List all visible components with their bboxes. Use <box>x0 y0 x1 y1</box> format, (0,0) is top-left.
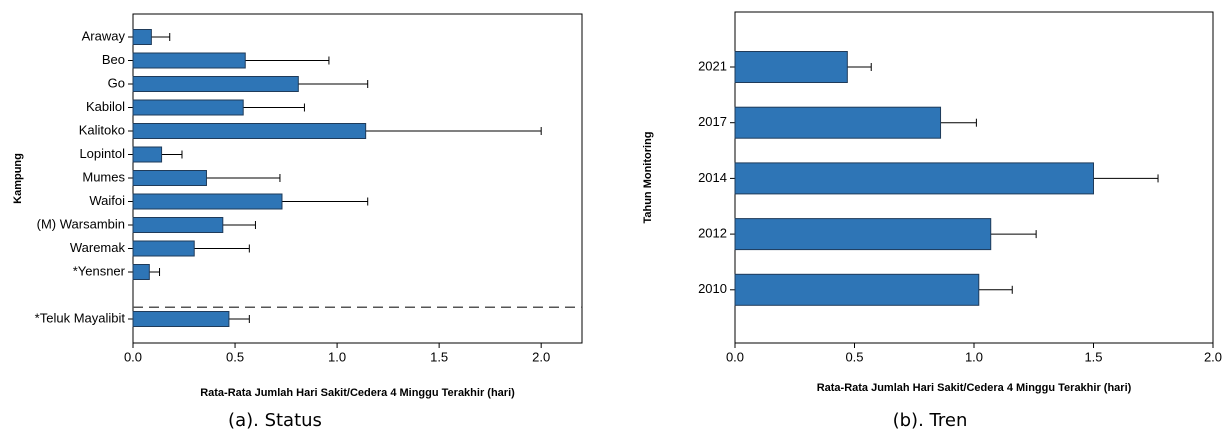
bar <box>132 311 230 327</box>
bar <box>132 193 283 210</box>
y-tick-label: 2021 <box>698 58 727 73</box>
bar <box>734 162 1094 195</box>
x-tick-label: 2.0 <box>1204 349 1222 364</box>
y-tick-label: Mumes <box>82 169 125 184</box>
y-tick-label: 2010 <box>698 281 727 296</box>
x-tick-label: 0.5 <box>845 349 863 364</box>
caption: (a). Status <box>228 410 322 431</box>
bar <box>132 123 367 139</box>
bar <box>734 106 942 139</box>
x-tick-label: 1.5 <box>1084 349 1102 364</box>
y-tick-label: 2014 <box>698 170 727 185</box>
y-tick-label: (M) Warsambin <box>37 216 125 231</box>
x-axis-label: Rata-Rata Jumlah Hari Sakit/Cedera 4 Min… <box>817 382 1132 394</box>
x-tick-label: 1.0 <box>328 349 346 364</box>
y-tick-label: Waremak <box>70 240 126 255</box>
x-tick-label: 0.0 <box>124 349 142 364</box>
x-tick-label: 2.0 <box>532 349 550 364</box>
bar <box>734 273 980 306</box>
bar <box>132 76 299 92</box>
bar <box>734 51 848 83</box>
bar <box>132 264 150 280</box>
y-tick-label: Araway <box>82 28 126 43</box>
y-tick-label: *Yensner <box>73 263 126 278</box>
y-tick-label: Waifoi <box>89 193 125 208</box>
bar <box>132 52 246 69</box>
bar <box>132 29 152 45</box>
y-tick-label: Kabilol <box>86 99 125 114</box>
x-tick-label: 1.5 <box>430 349 448 364</box>
bar <box>132 170 207 186</box>
bar <box>132 217 224 233</box>
y-tick-label: Lopintol <box>79 146 125 161</box>
y-tick-label: Beo <box>102 52 125 67</box>
x-axis-label: Rata-Rata Jumlah Hari Sakit/Cedera 4 Min… <box>200 387 515 399</box>
x-tick-label: 0.5 <box>226 349 244 364</box>
y-axis-label: Kampung <box>12 153 24 204</box>
bar <box>132 99 244 116</box>
bar <box>132 240 195 257</box>
x-tick-label: 1.0 <box>965 349 983 364</box>
y-tick-label: Kalitoko <box>79 122 125 137</box>
y-tick-label: *Teluk Mayalibit <box>35 310 126 325</box>
bar <box>132 146 163 163</box>
x-tick-label: 0.0 <box>726 349 744 364</box>
bar <box>734 218 992 251</box>
caption: (b). Tren <box>893 410 968 431</box>
y-tick-label: Go <box>108 75 125 90</box>
y-tick-label: 2012 <box>698 226 727 241</box>
y-axis-label: Tahun Monitoring <box>642 131 654 223</box>
y-tick-label: 2017 <box>698 114 727 129</box>
